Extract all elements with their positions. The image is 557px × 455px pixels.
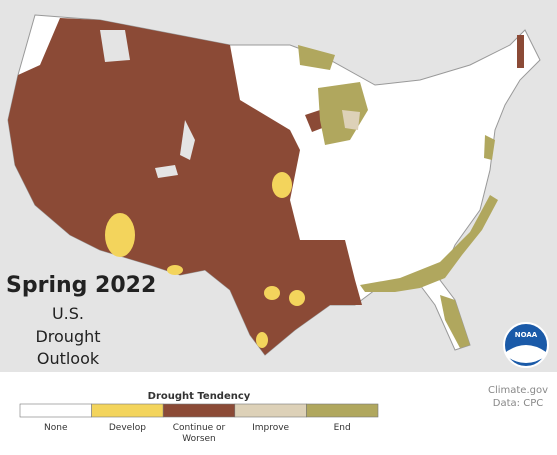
legend-swatch — [234, 403, 307, 418]
legend-label: Continue or Worsen — [172, 423, 226, 444]
legend-swatch — [162, 403, 236, 418]
noaa-logo-wave — [506, 345, 546, 363]
continue-region — [8, 18, 362, 355]
legend-title: Drought Tendency — [148, 391, 251, 402]
end-area — [298, 45, 335, 70]
credit: Climate.gov — [488, 385, 548, 396]
develop-area — [105, 213, 135, 257]
end-area — [440, 295, 470, 348]
develop-area — [272, 172, 292, 198]
subtitle-line: Drought — [35, 327, 100, 346]
develop-area — [289, 290, 305, 306]
lake — [155, 165, 178, 178]
lake — [180, 120, 195, 160]
legend-label: None — [44, 423, 68, 433]
subtitle-line: Outlook — [37, 349, 100, 368]
noaa-logo-text: NOAA — [515, 331, 538, 339]
map-title: Spring 2022 — [6, 273, 156, 298]
develop-area — [256, 332, 268, 348]
legend-label: End — [333, 423, 351, 433]
legend-swatch — [91, 403, 164, 418]
end-area — [360, 195, 498, 292]
improve-area — [342, 110, 360, 130]
end-area — [484, 135, 495, 160]
legend-swatch — [306, 403, 379, 418]
legend-label: Develop — [108, 423, 146, 433]
subtitle-line: U.S. — [52, 304, 84, 323]
develop-area — [264, 286, 280, 300]
legend-label: Improve — [252, 423, 290, 433]
credit: Data: CPC — [493, 398, 543, 409]
continue-region-ne — [517, 35, 524, 68]
develop-area — [167, 265, 183, 275]
legend-swatch — [19, 403, 92, 418]
lake — [100, 30, 130, 62]
